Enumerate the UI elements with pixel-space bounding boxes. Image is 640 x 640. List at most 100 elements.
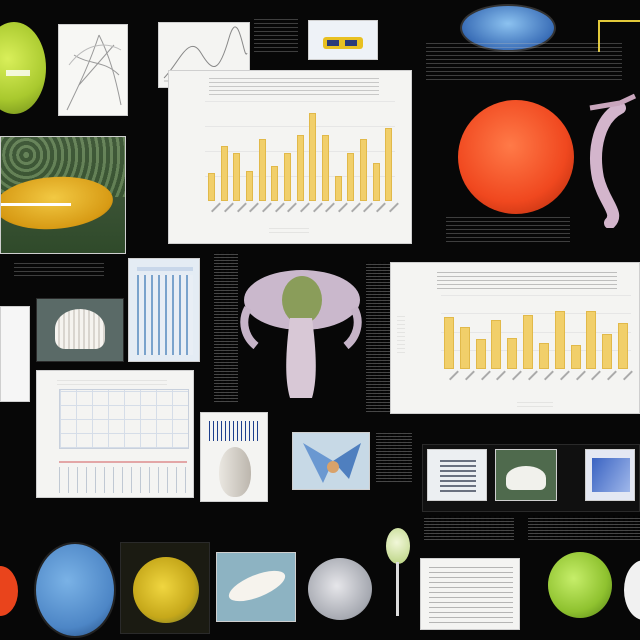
bar — [554, 310, 565, 369]
chart-title-right — [437, 271, 617, 289]
barcode-seed-panel — [200, 412, 268, 502]
bar — [359, 139, 367, 201]
bar — [372, 163, 380, 201]
blue-disc — [34, 542, 116, 638]
x-tick-mark — [559, 370, 570, 381]
flower-panel — [292, 432, 370, 490]
x-tick-mark — [262, 202, 272, 213]
x-tick-mark — [224, 202, 234, 213]
goggles-panel — [308, 20, 378, 60]
shell-icon — [55, 309, 105, 349]
bar — [271, 166, 279, 201]
chart-card-top — [168, 70, 412, 244]
bar — [618, 322, 629, 369]
x-tick-mark — [363, 202, 374, 213]
x-axis-label-top — [269, 227, 309, 233]
chart-plot-right — [441, 295, 631, 369]
x-tick-mark — [211, 202, 222, 213]
flower-icon — [303, 443, 361, 483]
bar — [538, 343, 549, 369]
landscape-photo — [0, 136, 126, 254]
text-column — [376, 432, 412, 482]
bar — [459, 327, 470, 369]
orange-sphere-small — [0, 566, 18, 616]
bar — [258, 139, 266, 201]
x-tick-mark — [376, 202, 386, 213]
lizard-icon — [589, 93, 637, 229]
x-tick-mark — [300, 202, 310, 213]
barcode-icon — [209, 421, 261, 441]
plant-sketch — [66, 34, 122, 111]
chart-card-right — [390, 262, 640, 414]
x-tick-mark — [607, 370, 618, 381]
x-tick-mark — [512, 370, 523, 381]
bar — [507, 338, 518, 369]
mushroom-thumb — [495, 449, 557, 501]
text-column — [366, 262, 390, 412]
x-tick-mark — [623, 370, 633, 381]
bar — [207, 173, 215, 201]
bar — [220, 146, 228, 201]
bar — [283, 153, 291, 201]
sphere-label — [6, 70, 30, 76]
green-textured-sphere — [0, 22, 46, 114]
feather-icon — [225, 564, 289, 608]
text-row — [424, 516, 514, 540]
x-ticks-right — [441, 370, 633, 393]
x-tick-mark — [543, 370, 554, 381]
x-tick-mark — [496, 370, 507, 381]
seed-icon — [219, 447, 251, 497]
bar — [245, 171, 253, 201]
caption-text — [14, 262, 104, 276]
bar — [523, 315, 534, 369]
table-grid — [59, 389, 189, 449]
icon-grid-panel — [422, 444, 640, 512]
x-tick-mark — [287, 202, 298, 213]
table-chart-title — [57, 377, 167, 385]
bar — [233, 153, 241, 201]
grey-disc — [308, 558, 372, 620]
text-column — [214, 252, 238, 402]
bar — [491, 319, 502, 369]
bar — [602, 333, 613, 369]
goggles-icon — [323, 37, 363, 49]
table-dashes — [59, 467, 187, 493]
text-doc-panel — [420, 558, 520, 630]
x-axis-label-right — [517, 401, 553, 407]
x-tick-mark — [575, 370, 586, 381]
bar — [586, 310, 597, 369]
x-tick-mark — [236, 202, 247, 213]
text-row — [528, 516, 640, 540]
x-tick-mark — [312, 202, 323, 213]
pollen-grain — [133, 557, 199, 623]
blue-lens — [460, 4, 556, 52]
text-block — [426, 42, 622, 80]
document-panel-left — [0, 306, 30, 402]
pollen-photo — [120, 542, 210, 634]
bar — [334, 176, 342, 201]
chart-plot-top — [205, 101, 395, 201]
device-thumb — [427, 449, 487, 501]
x-tick-mark — [338, 202, 348, 213]
lizard-illustration — [580, 88, 640, 229]
bar — [321, 135, 329, 201]
plant-sketch-panel — [58, 24, 128, 116]
x-tick-mark — [528, 370, 538, 381]
bar — [309, 113, 317, 201]
x-tick-mark — [274, 202, 285, 213]
bar — [296, 135, 304, 201]
bar — [443, 317, 454, 369]
bar — [385, 128, 393, 201]
x-tick-mark — [464, 370, 475, 381]
orange-textured-sphere — [458, 100, 574, 214]
x-tick-mark — [591, 370, 602, 381]
x-tick-mark — [350, 202, 361, 213]
table-chart-panel — [36, 370, 194, 498]
match-seed — [386, 528, 410, 616]
book-thumb — [585, 449, 635, 501]
mushroom-illustration — [236, 268, 366, 404]
bars-group-right — [441, 295, 631, 369]
feather-panel — [216, 552, 296, 622]
x-tick-mark — [480, 370, 491, 381]
chart-title-top — [209, 77, 379, 95]
